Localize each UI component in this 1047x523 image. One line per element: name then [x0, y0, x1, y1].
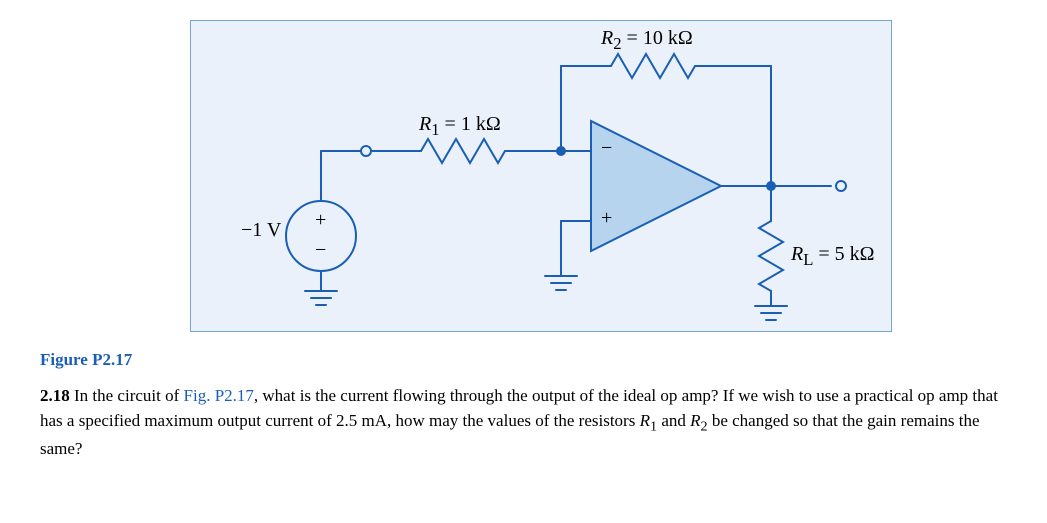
r1-value: = 1 kΩ — [445, 113, 501, 135]
rl-name: R — [791, 243, 803, 265]
circuit-figure: −1 V + − R1 = 1 kΩ R2 = 10 kΩ RL = 5 kΩ … — [190, 20, 892, 332]
r1-sub: 1 — [431, 120, 439, 139]
r2-label: R2 = 10 kΩ — [601, 27, 693, 54]
figure-caption: Figure P2.17 — [40, 350, 1027, 370]
source-minus: − — [315, 239, 326, 262]
problem-number: 2.18 — [40, 386, 70, 405]
opamp-plus: + — [601, 207, 612, 230]
problem-text-c: and — [657, 411, 690, 430]
circuit-svg — [191, 21, 891, 331]
problem-r1: R — [640, 411, 650, 430]
source-label: −1 V — [241, 219, 281, 242]
problem-ref: Fig. P2.17 — [184, 386, 254, 405]
r1-name: R — [419, 113, 431, 135]
problem-text: 2.18 In the circuit of Fig. P2.17, what … — [40, 384, 1007, 461]
problem-text-a: In the circuit of — [74, 386, 184, 405]
r2-value: = 10 kΩ — [627, 27, 693, 49]
rl-value: = 5 kΩ — [818, 243, 874, 265]
r1-label: R1 = 1 kΩ — [419, 113, 501, 140]
r2-name: R — [601, 27, 613, 49]
opamp-minus: − — [601, 137, 612, 160]
problem-r2: R — [690, 411, 700, 430]
source-plus: + — [315, 209, 326, 232]
rl-sub: L — [803, 250, 813, 269]
problem-r1-sub: 1 — [650, 418, 657, 434]
r2-sub: 2 — [613, 34, 621, 53]
rl-label: RL = 5 kΩ — [791, 243, 875, 270]
problem-r2-sub: 2 — [701, 418, 708, 434]
